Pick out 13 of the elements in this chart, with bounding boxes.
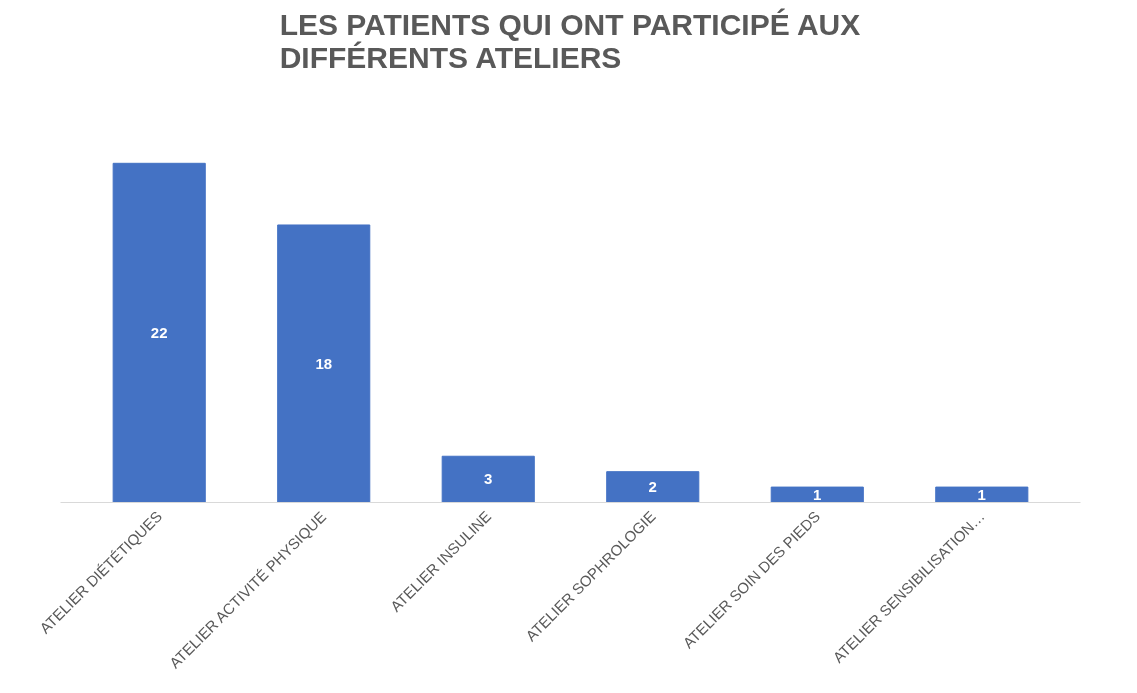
data-label: 2 [648, 478, 657, 496]
bar [935, 486, 1029, 503]
bar [277, 224, 371, 503]
bar [441, 455, 535, 503]
chart-title: LES PATIENTS QUI ONT PARTICIPÉ AUX DIFFÉRENTS ATELIERS [279, 7, 861, 74]
bar [606, 471, 700, 503]
data-label: 1 [977, 485, 986, 503]
data-label: 22 [150, 323, 168, 341]
bar [112, 162, 206, 503]
data-label: 1 [813, 485, 822, 503]
data-label: 18 [315, 354, 333, 372]
data-label: 3 [484, 470, 493, 488]
bar [770, 486, 864, 503]
